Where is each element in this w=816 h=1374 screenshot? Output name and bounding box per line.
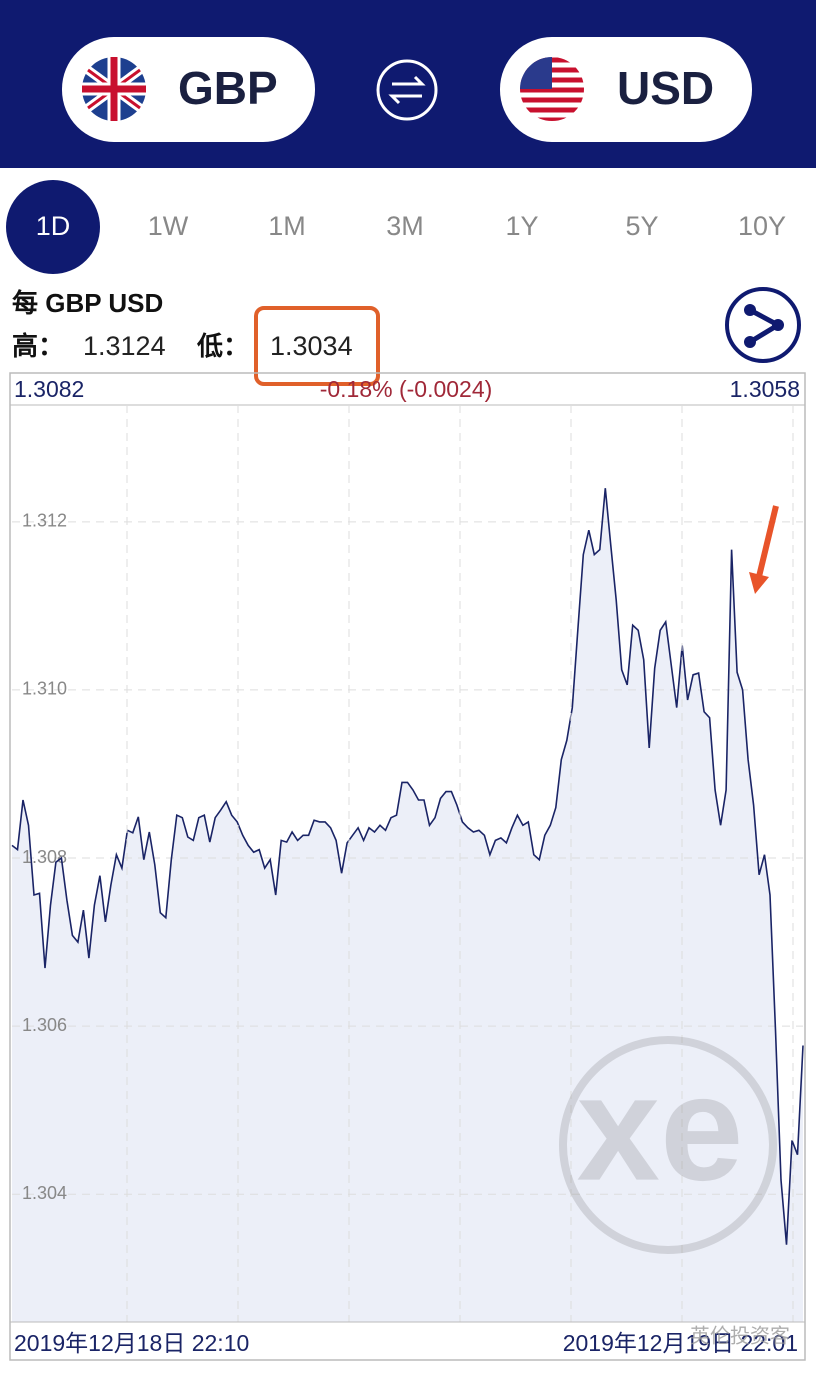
share-dot	[772, 319, 784, 331]
xe-logo: xe	[559, 1036, 777, 1254]
change-value: -0.18% (-0.0024)	[320, 376, 493, 402]
low-label: 低：	[196, 331, 249, 361]
line	[11, 488, 804, 1245]
share-circle	[725, 287, 801, 363]
share-dot	[744, 304, 756, 316]
x-end-label: 2019年12月19日 22:01	[563, 1330, 798, 1356]
quote-currency-button[interactable]: USD	[500, 37, 752, 142]
range-tab[interactable]: 1W	[148, 211, 189, 241]
range-tabs: 1D 1W 1M 3M 1Y 5Y 10Y	[6, 180, 786, 274]
chart-frame	[9, 372, 806, 1361]
annotation-arrowhead	[749, 572, 769, 594]
annotation-arrow	[754, 505, 779, 586]
swap-button[interactable]	[376, 59, 438, 121]
wechat-watermark: 英伦投资客	[690, 1324, 790, 1347]
quote-code: USD	[617, 62, 714, 114]
svg-text:xe: xe	[577, 1044, 744, 1212]
range-tab[interactable]: 1M	[268, 211, 306, 241]
share-dot	[744, 336, 756, 348]
base-code: GBP	[178, 62, 278, 114]
flag-cross	[82, 57, 146, 121]
y-tick-label: 1.304	[22, 1183, 67, 1203]
high-label: 高：	[12, 331, 64, 361]
tab-selected	[6, 180, 100, 274]
y-tick-label: 1.312	[22, 511, 67, 531]
range-tab[interactable]: 3M	[386, 211, 424, 241]
y-tick-label: 1.306	[22, 1015, 67, 1035]
area	[12, 488, 803, 1322]
range-tab[interactable]: 1Y	[505, 211, 538, 241]
plot: 1.304 1.306 1.308 1.310 1.312	[11, 488, 804, 1322]
highlight-box	[254, 306, 380, 386]
pair-title: 每 GBP USD	[12, 288, 163, 318]
share-button[interactable]	[725, 287, 801, 363]
us-flag	[520, 57, 584, 121]
open-value: 1.3082	[14, 376, 84, 402]
high-value: 1.3124	[83, 331, 166, 361]
y-tick-label: 1.310	[22, 679, 67, 699]
y-tick-label: 1.308	[22, 847, 67, 867]
base-currency-button[interactable]: GBP	[62, 37, 315, 142]
range-tab[interactable]: 10Y	[738, 211, 786, 241]
swap-circle	[376, 59, 438, 121]
x-start-label: 2019年12月18日 22:10	[14, 1330, 249, 1356]
range-tab[interactable]: 5Y	[625, 211, 658, 241]
low-value: 1.3034	[270, 331, 353, 361]
close-value: 1.3058	[730, 376, 800, 402]
swap-arrows	[388, 75, 426, 105]
range-tab[interactable]: 1D	[36, 211, 71, 241]
